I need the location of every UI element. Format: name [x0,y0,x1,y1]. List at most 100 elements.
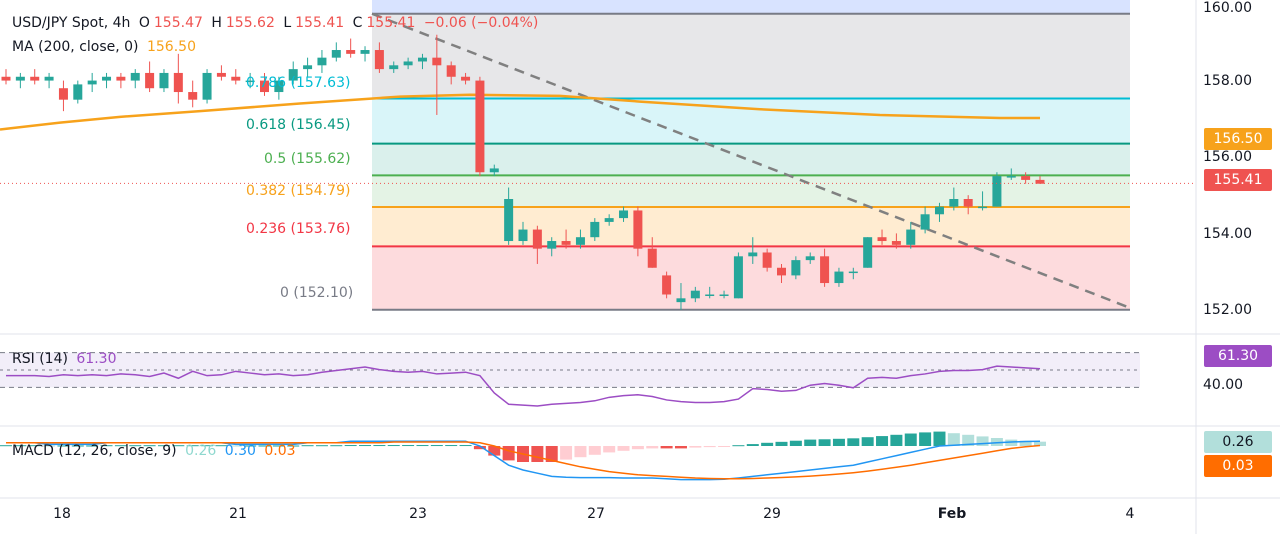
candle [44,76,54,81]
fib-label-0382: 0.382 (154.79) [246,183,351,199]
symbol-label[interactable]: USD/JPY Spot, 4h [12,15,131,31]
macd-histogram-bar [861,437,874,446]
candle [73,84,83,100]
macd-histogram-bar [344,445,357,447]
candle [87,80,97,85]
macd-legend[interactable]: MACD (12, 26, close, 9) 0.26 0.30 0.03 [12,442,300,460]
rsi-label: RSI (14) [12,351,68,367]
candle [662,275,672,295]
macd-hist-value: 0.26 [185,443,217,459]
macd-histogram-bar [129,445,142,447]
fib-label-0236: 0.236 (153.76) [246,221,351,237]
open-label: O [138,15,150,31]
fib-zone [372,98,1130,144]
x-tick: 21 [229,506,247,522]
candle [389,65,399,70]
fib-zone [372,246,1130,310]
macd-histogram-bar [890,434,903,446]
candle [317,57,327,66]
candle [461,76,471,81]
candle [274,80,284,93]
macd-histogram-bar [818,439,831,446]
candle [116,76,126,81]
candle [1,76,11,81]
macd-histogram-bar [588,446,601,455]
candle [619,210,629,219]
macd-histogram-bar [445,445,458,447]
candle [978,206,988,209]
y-tick: 160.00 [1203,0,1252,16]
candle [58,88,68,100]
macd-histogram-bar [718,446,731,447]
macd-histogram-bar [832,438,845,446]
macd-histogram-bar [545,446,558,462]
candle [446,65,456,77]
macd-badge: 0.26 [1204,431,1272,453]
macd-histogram-bar [57,445,70,447]
macd-histogram-bar [416,445,429,447]
candle [820,256,830,284]
macd-histogram-bar [962,434,975,446]
candle [15,76,25,81]
high-label: H [211,15,222,31]
macd-label: MACD (12, 26, close, 9) [12,443,177,459]
macd-histogram-bar [301,445,314,447]
candle [159,72,169,89]
candle [791,260,801,276]
ma-label: MA (200, close, 0) [12,39,139,55]
macd-histogram-bar [761,442,774,446]
candle [848,271,858,274]
candle [417,57,427,62]
ma-legend[interactable]: MA (200, close, 0) 156.50 [12,38,200,56]
candle [518,229,528,242]
macd-histogram-bar [100,445,113,447]
candle [30,76,40,81]
candle [102,76,112,81]
candle [575,237,585,245]
candle [532,229,542,249]
candle [733,256,743,299]
macd-histogram-bar [789,440,802,446]
macd-histogram-bar [315,445,328,447]
rsi-badge: 61.30 [1204,345,1272,367]
candle [676,298,686,303]
fib-label-0618: 0.618 (156.45) [246,117,351,133]
y-tick: 158.00 [1203,73,1252,89]
macd-histogram-bar [876,436,889,446]
last-price-badge: 155.41 [1204,169,1272,191]
rsi-y-tick: 40.00 [1203,377,1244,393]
macd-histogram-bar [473,446,486,450]
candle [920,214,930,230]
candle [690,290,700,299]
candle [188,92,198,100]
macd-histogram-bar [143,445,156,447]
macd-histogram-bar [86,445,99,447]
rsi-value: 61.30 [76,351,117,367]
macd-signal-value: 0.03 [264,443,296,459]
ma-price-badge: 156.50 [1204,128,1272,150]
macd-histogram-bar [674,446,687,449]
candle [504,199,514,242]
candle [633,210,643,249]
fib-zone [372,143,1130,176]
ma-value: 156.50 [146,39,196,55]
x-tick: 27 [587,506,605,522]
macd-histogram-bar [0,445,12,447]
candle [992,176,1002,207]
x-tick: 23 [409,506,427,522]
candle [719,294,729,296]
rsi-legend[interactable]: RSI (14) 61.30 [12,350,120,368]
macd-histogram-bar [114,445,127,447]
candle [288,69,298,81]
candle [216,72,226,77]
macd-histogram-bar [990,438,1003,446]
macd-histogram-bar [746,444,759,446]
macd-line-value: 0.30 [224,443,256,459]
macd-histogram-bar [646,446,659,449]
high-value: 155.62 [225,15,275,31]
price-legend: USD/JPY Spot, 4h O 155.47 H 155.62 L 155.41… [12,14,542,32]
fib-label-0: 0 (152.10) [280,285,354,301]
macd-histogram-bar [689,446,702,448]
